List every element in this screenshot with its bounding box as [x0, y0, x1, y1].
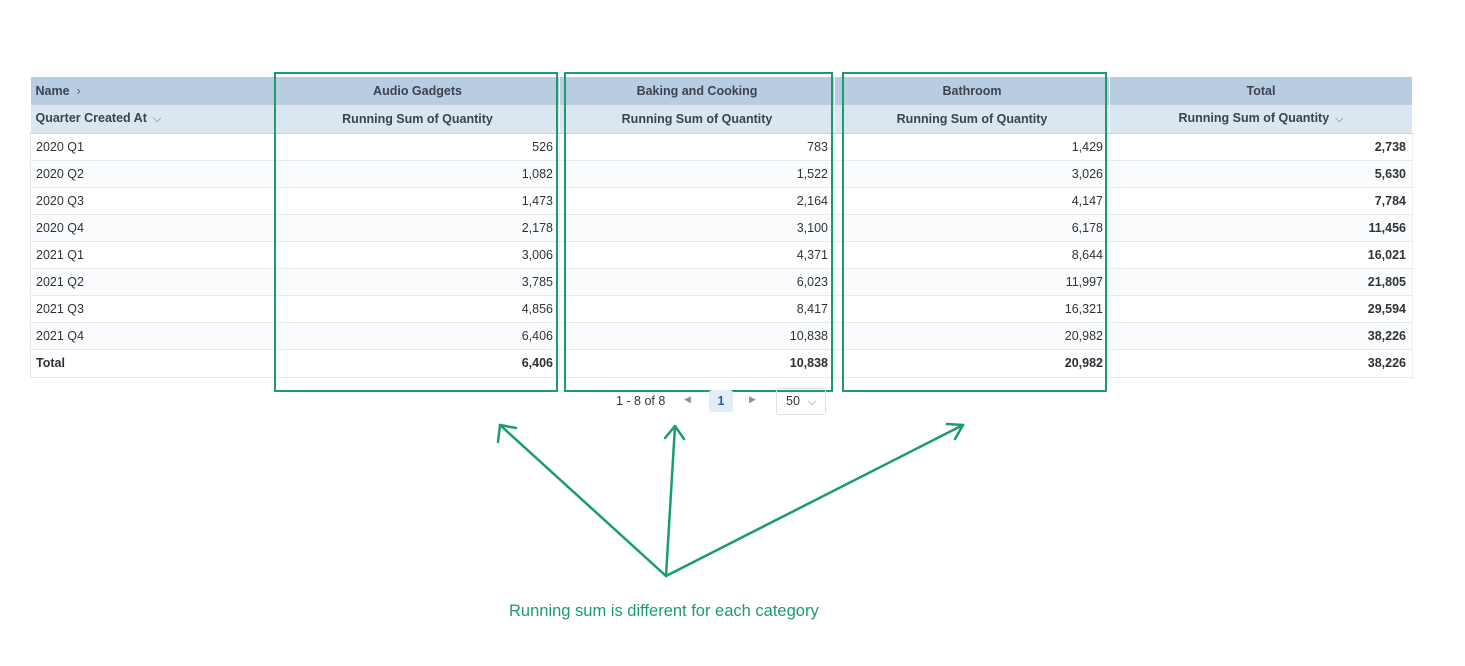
annotation-text: Running sum is different for each catego…: [509, 602, 819, 620]
table-cell-total: 11,456: [1109, 214, 1413, 242]
arrowhead-audio-gadgets: [496, 423, 518, 444]
row-label: 2021 Q3: [30, 295, 276, 323]
table-row: 2021 Q1 3,006 4,371 8,644 16,021: [30, 241, 1413, 269]
table-cell: 3,006: [275, 241, 560, 269]
table-cell: 11,997: [834, 268, 1110, 296]
total-row-label: Total: [30, 348, 276, 378]
row-label: 2021 Q2: [30, 268, 276, 296]
page-size-select[interactable]: 50 ⌵: [776, 388, 826, 415]
table-cell: 4,856: [275, 295, 560, 323]
measure-header-row: Quarter Created At ⌵ Running Sum of Quant…: [30, 105, 1413, 134]
table-cell: 4,371: [559, 241, 835, 269]
row-label: 2020 Q2: [30, 160, 276, 188]
table-cell: 8,644: [834, 241, 1110, 269]
column-header-baking-and-cooking: Baking and Cooking: [559, 77, 835, 105]
total-cell: 20,982: [834, 348, 1110, 378]
table-cell-total: 5,630: [1109, 160, 1413, 188]
row-label: 2021 Q1: [30, 241, 276, 269]
arrow-to-audio-gadgets: [498, 423, 668, 578]
page-size-value: 50: [786, 394, 800, 408]
arrowhead-baking-and-cooking: [663, 424, 686, 441]
row-label: 2020 Q3: [30, 187, 276, 215]
table-row: 2021 Q3 4,856 8,417 16,321 29,594: [30, 295, 1413, 323]
table-cell-total: 7,784: [1109, 187, 1413, 215]
table-cell: 6,178: [834, 214, 1110, 242]
column-header-row: Name › Audio Gadgets Baking and Cooking B…: [30, 77, 1413, 105]
table-cell: 3,785: [275, 268, 560, 296]
arrow-to-bathroom: [664, 423, 965, 578]
table-cell: 1,522: [559, 160, 835, 188]
arrowhead-bathroom: [945, 422, 965, 441]
total-row: Total 6,406 10,838 20,982 38,226: [30, 348, 1413, 378]
row-header-name[interactable]: Name ›: [30, 77, 276, 105]
total-cell: 10,838: [559, 348, 835, 378]
table-row: 2021 Q4 6,406 10,838 20,982 38,226: [30, 322, 1413, 350]
pivot-table: Name › Audio Gadgets Baking and Cooking B…: [30, 77, 1413, 378]
table-cell: 10,838: [559, 322, 835, 350]
chevron-right-icon[interactable]: ›: [76, 84, 81, 98]
table-cell: 526: [275, 133, 560, 161]
table-cell: 1,429: [834, 133, 1110, 161]
arrow-to-baking-and-cooking: [664, 424, 677, 578]
table-cell: 6,406: [275, 322, 560, 350]
column-header-total: Total: [1109, 77, 1413, 105]
table-cell-total: 2,738: [1109, 133, 1413, 161]
measure-header-audio-gadgets: Running Sum of Quantity: [275, 105, 560, 134]
row-label: 2020 Q1: [30, 133, 276, 161]
table-cell: 8,417: [559, 295, 835, 323]
table-row: 2020 Q4 2,178 3,100 6,178 11,456: [30, 214, 1413, 242]
row-label: 2020 Q4: [30, 214, 276, 242]
pagination-range: 1 - 8 of 8: [616, 394, 666, 408]
table-cell: 6,023: [559, 268, 835, 296]
measure-header-total[interactable]: Running Sum of Quantity ⌵: [1109, 105, 1413, 134]
measure-header-bathroom: Running Sum of Quantity: [834, 105, 1110, 134]
measure-header-baking-and-cooking: Running Sum of Quantity: [559, 105, 835, 134]
row-header-quarter-created-at[interactable]: Quarter Created At ⌵: [30, 105, 276, 134]
table-cell: 20,982: [834, 322, 1110, 350]
prev-page-icon[interactable]: ◀: [684, 394, 691, 404]
table-cell-total: 38,226: [1109, 322, 1413, 350]
column-header-audio-gadgets: Audio Gadgets: [275, 77, 560, 105]
total-cell: 38,226: [1109, 348, 1413, 378]
table-cell: 783: [559, 133, 835, 161]
page-button-current[interactable]: 1: [709, 390, 733, 412]
table-cell-total: 21,805: [1109, 268, 1413, 296]
chevron-down-icon[interactable]: ⌵: [152, 113, 162, 126]
table-cell: 16,321: [834, 295, 1110, 323]
next-page-icon[interactable]: ▶: [749, 394, 756, 404]
table-cell: 4,147: [834, 187, 1110, 215]
table-cell: 1,473: [275, 187, 560, 215]
table-cell: 2,178: [275, 214, 560, 242]
column-header-bathroom: Bathroom: [834, 77, 1110, 105]
row-label: 2021 Q4: [30, 322, 276, 350]
chevron-down-icon[interactable]: ⌵: [1335, 113, 1344, 126]
table-row: 2020 Q2 1,082 1,522 3,026 5,630: [30, 160, 1413, 188]
total-cell: 6,406: [275, 348, 560, 378]
table-row: 2020 Q3 1,473 2,164 4,147 7,784: [30, 187, 1413, 215]
table-cell: 1,082: [275, 160, 560, 188]
table-cell-total: 16,021: [1109, 241, 1413, 269]
table-cell: 3,100: [559, 214, 835, 242]
table-row: 2021 Q2 3,785 6,023 11,997 21,805: [30, 268, 1413, 296]
chevron-down-icon: ⌵: [807, 396, 817, 408]
table-row: 2020 Q1 526 783 1,429 2,738: [30, 133, 1413, 161]
table-cell: 2,164: [559, 187, 835, 215]
table-cell: 3,026: [834, 160, 1110, 188]
table-cell-total: 29,594: [1109, 295, 1413, 323]
